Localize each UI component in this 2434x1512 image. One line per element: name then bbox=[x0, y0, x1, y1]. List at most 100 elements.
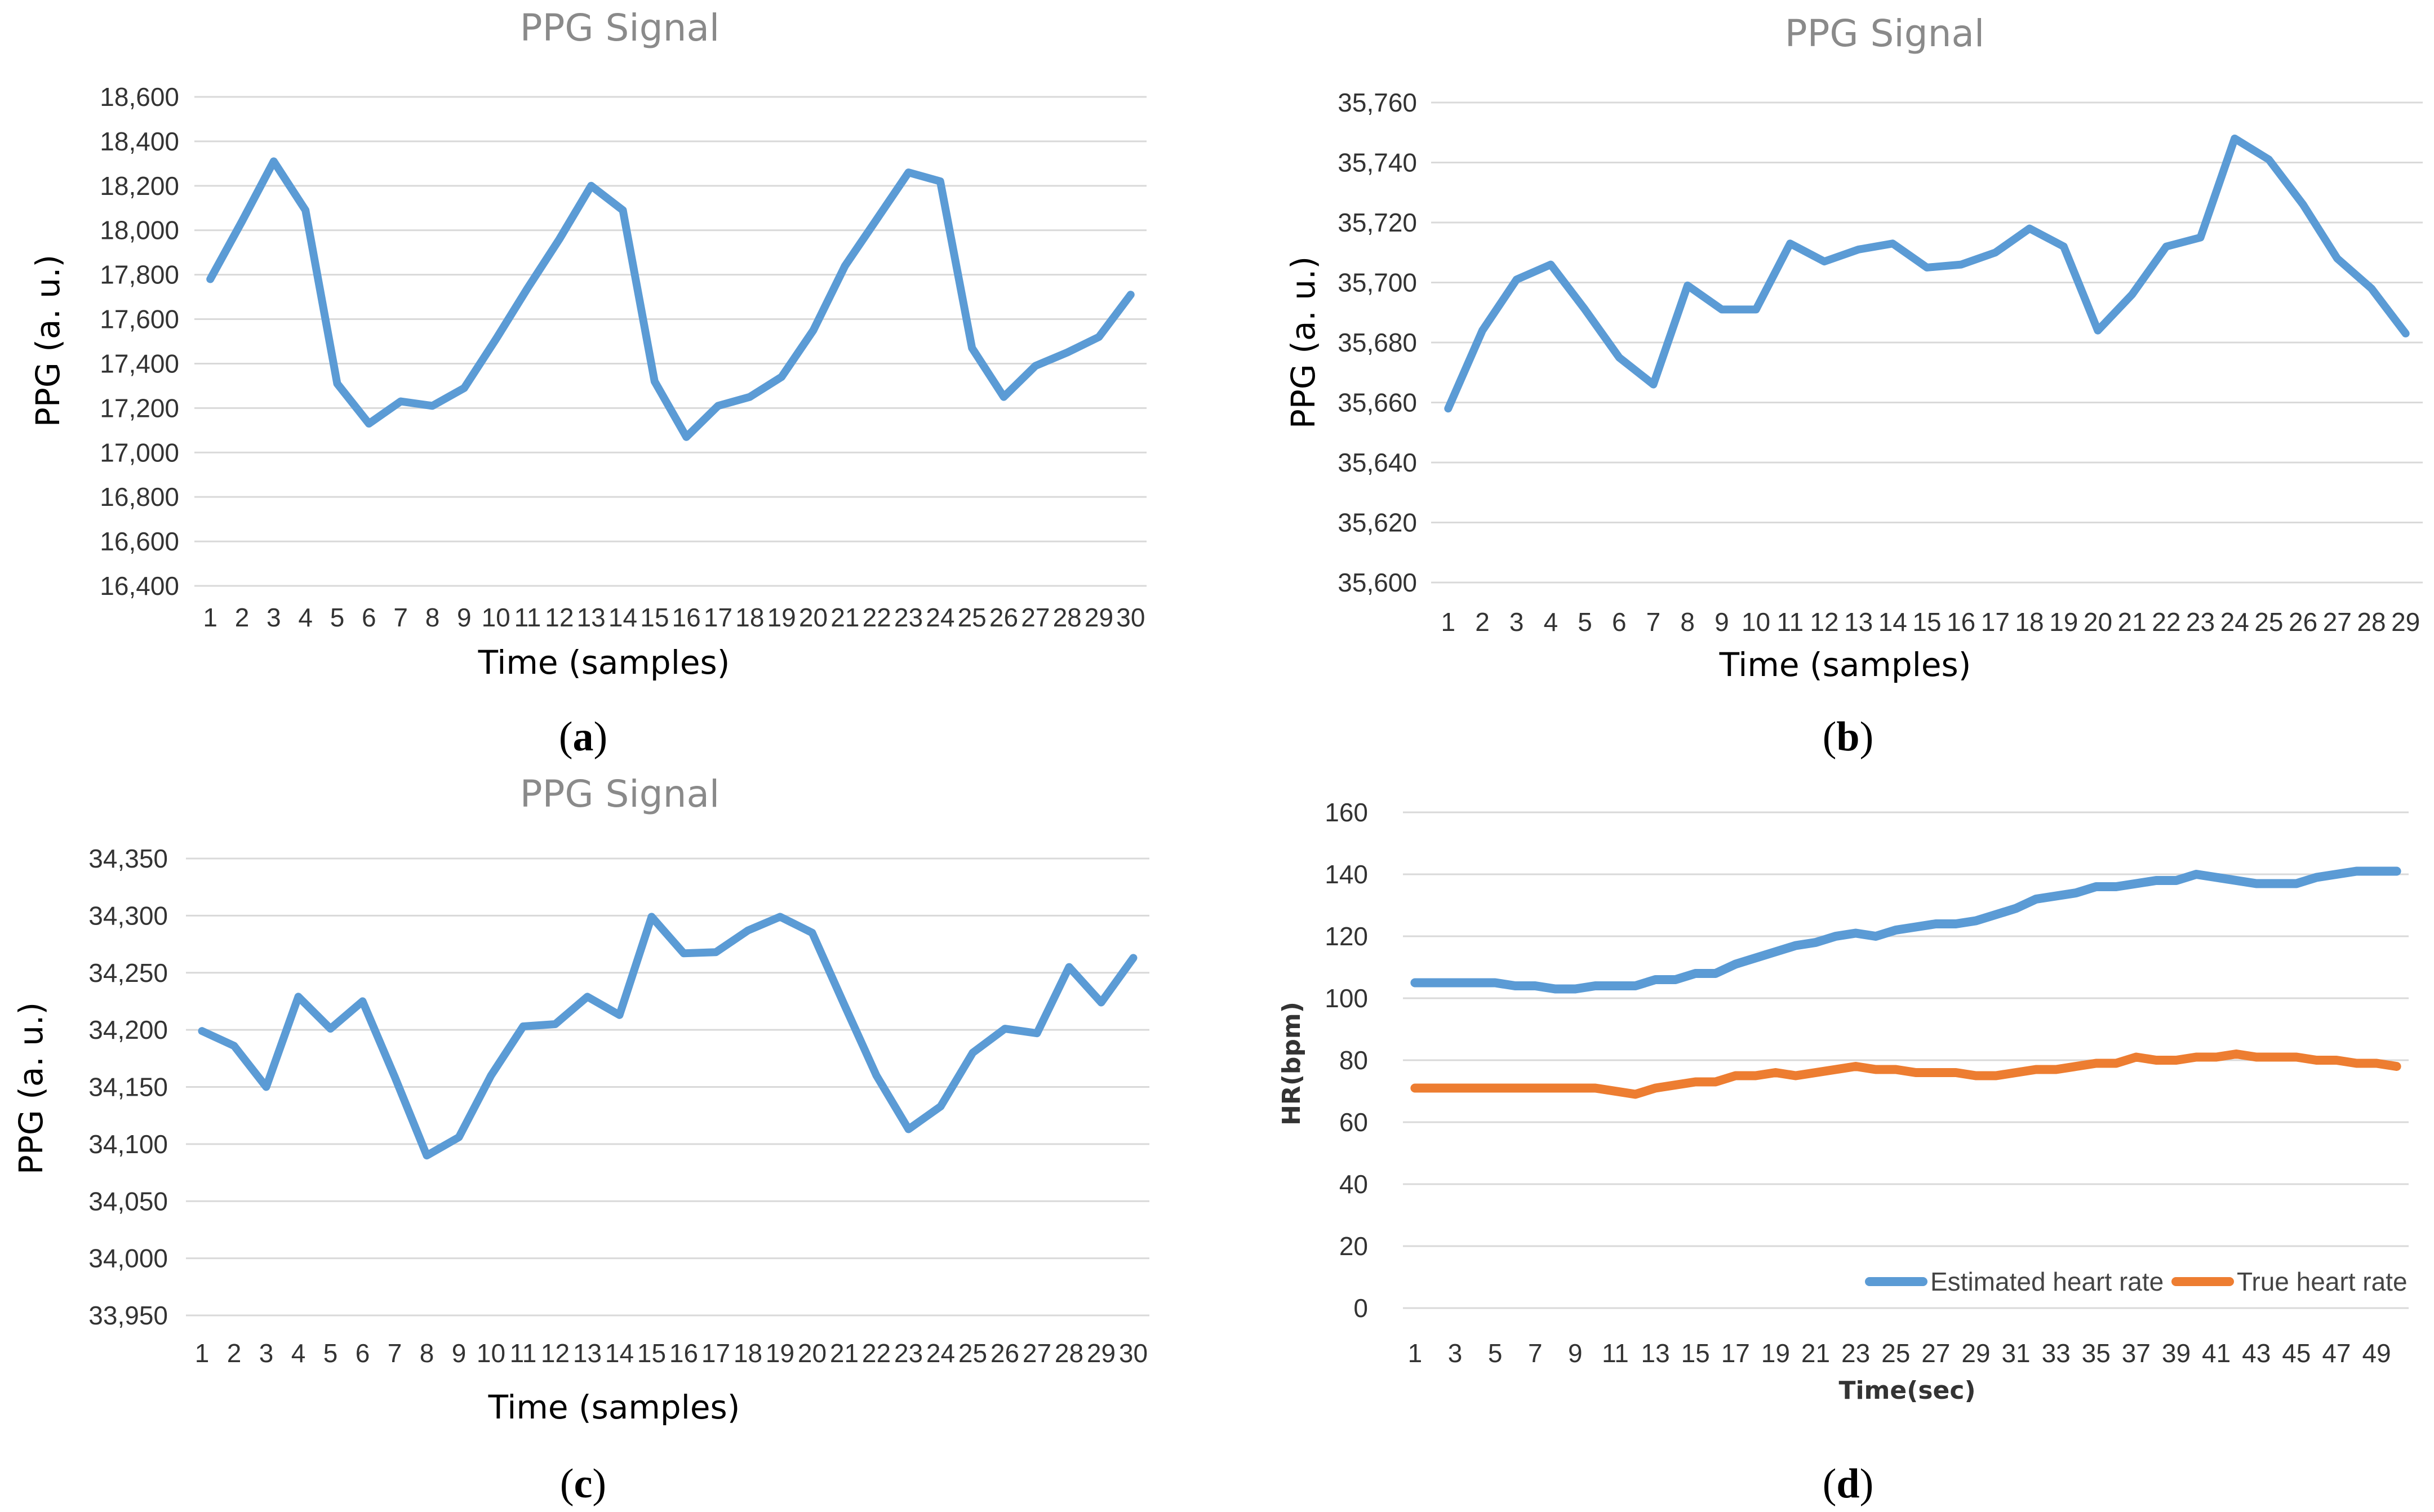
y-tick-label: 20 bbox=[1339, 1231, 1368, 1261]
x-tick-label: 27 bbox=[1921, 1338, 1950, 1368]
x-tick-label: 8 bbox=[420, 1338, 434, 1368]
x-tick-label: 11 bbox=[1602, 1338, 1629, 1368]
data-point bbox=[1067, 352, 1068, 353]
x-tick-label: 21 bbox=[1801, 1338, 1830, 1368]
x-tick-label: 6 bbox=[356, 1338, 370, 1368]
x-tick-label: 24 bbox=[2220, 607, 2249, 637]
x-tick-label: 33 bbox=[2042, 1338, 2071, 1368]
x-tick-label: 2 bbox=[227, 1338, 242, 1368]
x-tick-label: 13 bbox=[577, 603, 606, 632]
y-tick-label: 160 bbox=[1325, 798, 1368, 827]
data-point bbox=[2336, 1060, 2337, 1061]
x-tick-label: 9 bbox=[1568, 1338, 1583, 1368]
x-tick-label: 6 bbox=[362, 603, 376, 632]
x-tick-label: 4 bbox=[1544, 607, 1558, 637]
panel-letter: c bbox=[574, 1461, 593, 1507]
data-point bbox=[1735, 1075, 1736, 1076]
y-tick-label: 60 bbox=[1339, 1108, 1368, 1137]
x-tick-label: 19 bbox=[1761, 1338, 1790, 1368]
y-tick-label: 35,620 bbox=[1338, 508, 1417, 537]
x-tick-label: 31 bbox=[2001, 1338, 2030, 1368]
x-tick-label: 16 bbox=[669, 1338, 698, 1368]
data-point bbox=[2029, 228, 2030, 229]
data-point bbox=[2276, 883, 2277, 884]
x-tick-label: 22 bbox=[862, 1338, 891, 1368]
x-tick-label: 12 bbox=[541, 1338, 570, 1368]
x-tick-label: 7 bbox=[388, 1338, 402, 1368]
y-tick-label: 120 bbox=[1325, 922, 1368, 951]
data-point bbox=[362, 1000, 363, 1002]
data-point bbox=[1447, 408, 1449, 409]
x-tick-label: 24 bbox=[926, 1338, 955, 1368]
x-tick-label: 15 bbox=[1912, 607, 1941, 637]
x-axis-label: Time(sec) bbox=[1838, 1376, 1975, 1405]
data-point bbox=[1895, 930, 1896, 931]
x-tick-label: 28 bbox=[1053, 603, 1082, 632]
x-tick-label: 18 bbox=[735, 603, 764, 632]
data-point bbox=[2236, 1053, 2237, 1055]
x-tick-label: 17 bbox=[1721, 1338, 1750, 1368]
chart-b: 35,600 35,620 35,640 35,660 35,680 35,700 35,7… bbox=[1284, 12, 2423, 760]
y-tick-label: 34,150 bbox=[88, 1073, 168, 1102]
chart-a: 16,400 16,600 16,800 17,000 17,200 17,400 17,6… bbox=[29, 6, 1147, 760]
x-tick-label: 26 bbox=[2289, 607, 2317, 637]
x-tick-label: 13 bbox=[573, 1338, 602, 1368]
x-tick-label: 26 bbox=[991, 1338, 1019, 1368]
series-line bbox=[1410, 866, 2401, 994]
y-tick-label: 33,950 bbox=[88, 1301, 168, 1330]
x-tick-label: 2 bbox=[235, 603, 250, 632]
x-tick-label: 29 bbox=[2391, 607, 2420, 637]
y-tick-label: 80 bbox=[1339, 1046, 1368, 1075]
data-point bbox=[2268, 159, 2269, 160]
x-tick-label: 17 bbox=[701, 1338, 730, 1368]
data-point bbox=[876, 1075, 877, 1076]
x-tick-label: 23 bbox=[894, 603, 923, 632]
data-point bbox=[1434, 982, 1436, 983]
data-point bbox=[590, 185, 592, 186]
x-tick-label: 7 bbox=[1646, 607, 1661, 637]
data-point bbox=[2015, 908, 2017, 909]
x-tick-label: 19 bbox=[2049, 607, 2078, 637]
panel-letter: a bbox=[573, 714, 594, 760]
data-point bbox=[654, 381, 655, 382]
x-tick-label: 16 bbox=[672, 603, 701, 632]
data-point bbox=[1995, 252, 1996, 253]
data-point bbox=[1815, 942, 1816, 943]
data-point bbox=[1855, 1066, 1856, 1067]
x-tick-label: 23 bbox=[2186, 607, 2215, 637]
y-tick-label: 100 bbox=[1325, 984, 1368, 1013]
data-point bbox=[2196, 874, 2197, 875]
data-point bbox=[1858, 249, 1859, 250]
x-tick-label: 11 bbox=[1776, 607, 1804, 637]
x-tick-label: 29 bbox=[1961, 1338, 1990, 1368]
x-tick-label: 10 bbox=[1742, 607, 1770, 637]
x-tick-label: 14 bbox=[1878, 607, 1907, 637]
x-tick-label: 13 bbox=[1641, 1338, 1669, 1368]
x-tick-label: 10 bbox=[477, 1338, 505, 1368]
panel-label: (a) bbox=[559, 714, 607, 760]
y-tick-label: 17,600 bbox=[100, 305, 179, 334]
y-axis-label: HR(bpm) bbox=[1277, 1002, 1306, 1126]
x-tick-label: 5 bbox=[323, 1338, 338, 1368]
x-tick-label: 49 bbox=[2362, 1338, 2391, 1368]
y-tick-label: 17,800 bbox=[100, 260, 179, 290]
y-tick-label: 17,200 bbox=[100, 393, 179, 423]
data-point bbox=[1635, 1094, 1636, 1095]
data-point bbox=[2405, 333, 2406, 334]
y-tick-label: 35,640 bbox=[1338, 448, 1417, 477]
x-tick-label: 8 bbox=[1680, 607, 1695, 637]
y-tick-label: 0 bbox=[1353, 1293, 1368, 1323]
data-point bbox=[2337, 258, 2338, 259]
x-tick-label: 3 bbox=[259, 1338, 274, 1368]
data-point bbox=[2256, 883, 2257, 884]
x-tick-label: 24 bbox=[926, 603, 954, 632]
x-tick-label: 27 bbox=[1023, 1338, 1051, 1368]
x-tick-label: 12 bbox=[1810, 607, 1838, 637]
data-point bbox=[1715, 973, 1716, 974]
x-tick-label: 5 bbox=[1488, 1338, 1503, 1368]
x-tick-label: 9 bbox=[1715, 607, 1729, 637]
x-tick-label: 9 bbox=[452, 1338, 467, 1368]
x-tick-label: 1 bbox=[203, 603, 217, 632]
chart-title: PPG Signal bbox=[1785, 12, 1984, 55]
